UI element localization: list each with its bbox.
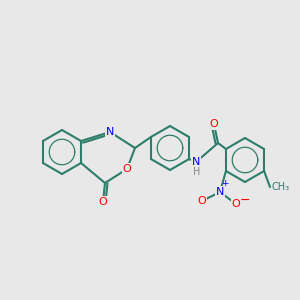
Text: N: N <box>192 157 200 167</box>
Text: O: O <box>232 199 240 209</box>
Text: −: − <box>240 194 250 206</box>
Text: N: N <box>106 127 114 137</box>
Text: +: + <box>221 179 229 188</box>
Text: O: O <box>123 164 131 174</box>
Text: O: O <box>210 119 218 129</box>
Text: H: H <box>193 167 201 177</box>
Text: O: O <box>198 196 206 206</box>
Text: O: O <box>99 197 107 207</box>
Text: N: N <box>216 187 224 197</box>
Text: CH₃: CH₃ <box>272 182 290 192</box>
